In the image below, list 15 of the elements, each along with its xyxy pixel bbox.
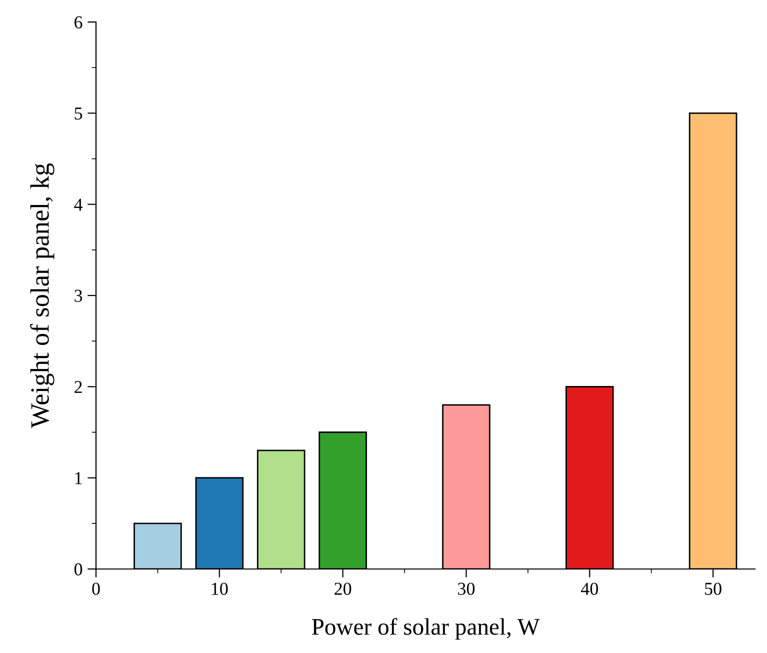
- y-tick-label: 1: [75, 472, 82, 484]
- y-tick-label: 5: [74, 108, 82, 120]
- x-axis-title: Power of solar panel, W: [312, 618, 540, 640]
- y-tick-label: 2: [74, 380, 82, 393]
- x-tick-label: 40: [580, 582, 598, 595]
- x-tick-label: 10: [212, 582, 228, 595]
- x-tick-label: 20: [334, 582, 352, 595]
- y-tick-label: 6: [74, 16, 82, 28]
- y-tick-label: 0: [74, 563, 82, 576]
- x-tick-label: 0: [92, 582, 100, 595]
- y-tick-label: 4: [74, 198, 83, 211]
- x-tick-label: 50: [705, 582, 722, 595]
- y-tick-label: 3: [74, 290, 82, 302]
- y-axis-title: Weight of solar panel, kg: [30, 163, 54, 428]
- x-tick-label: 30: [458, 582, 475, 595]
